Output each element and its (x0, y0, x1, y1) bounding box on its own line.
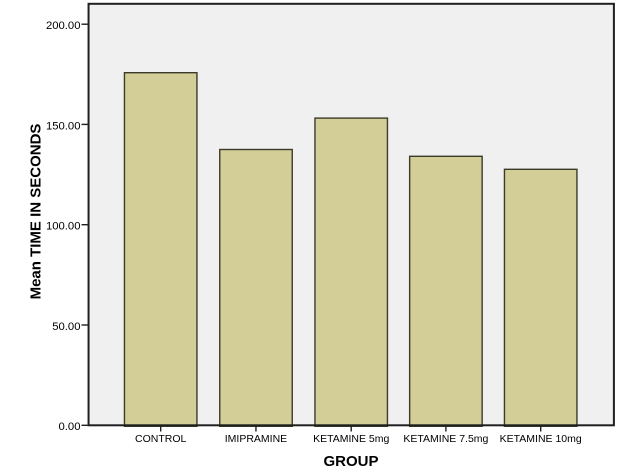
svg-text:KETAMINE 7.5mg: KETAMINE 7.5mg (403, 433, 488, 445)
svg-text:0.00: 0.00 (59, 421, 81, 433)
svg-text:50.00: 50.00 (52, 321, 80, 333)
svg-text:KETAMINE 5mg: KETAMINE 5mg (313, 433, 389, 445)
svg-text:Mean TIME IN SECONDS: Mean TIME IN SECONDS (28, 124, 45, 300)
svg-text:IMIPRAMINE: IMIPRAMINE (225, 433, 287, 445)
svg-text:GROUP: GROUP (323, 453, 378, 470)
svg-text:150.00: 150.00 (46, 120, 81, 132)
svg-text:CONTROL: CONTROL (135, 433, 186, 445)
svg-text:200.00: 200.00 (46, 20, 81, 32)
svg-text:KETAMINE 10mg: KETAMINE 10mg (500, 433, 582, 445)
svg-text:100.00: 100.00 (46, 221, 81, 233)
